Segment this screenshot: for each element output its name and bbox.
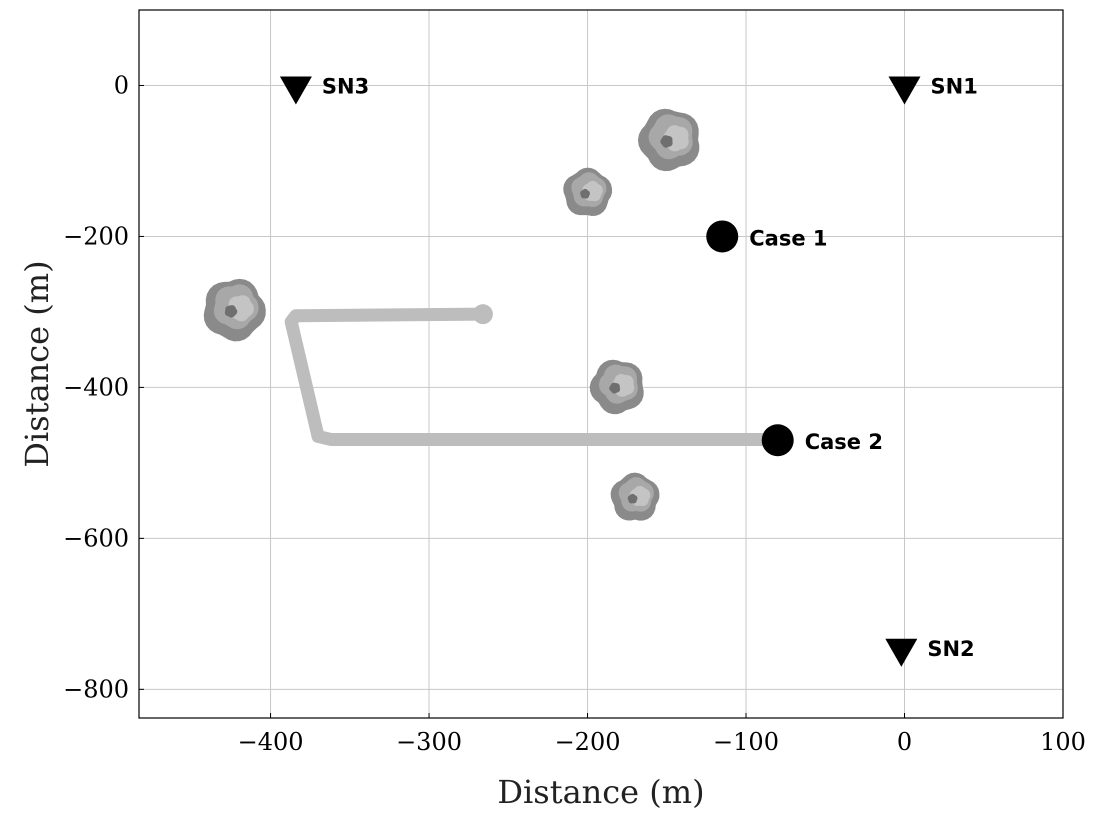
ticks: −400 −300 −200 −100 0 100 0 −200 −400 −600 −800 <box>63 71 1086 756</box>
case-point <box>761 424 794 457</box>
x-tick-label: −100 <box>713 728 779 756</box>
x-tick-label: 0 <box>897 728 912 756</box>
sensor-node-label: SN1 <box>931 74 978 98</box>
sensor-node-label: SN3 <box>322 74 369 98</box>
markers: SN1 SN2 SN3 Case 1 Case 2 <box>279 74 978 667</box>
sensor-node-label: SN2 <box>927 637 974 661</box>
tree-foliage <box>580 188 590 199</box>
tree-foliage <box>660 135 673 148</box>
trajectory-path <box>284 304 785 446</box>
tree-icon <box>203 278 266 342</box>
trajectory-start-dot <box>472 304 493 325</box>
y-tick-label: −600 <box>63 524 129 552</box>
x-axis-label: Distance (m) <box>497 773 704 811</box>
tree-icon <box>610 472 660 521</box>
trajectory-line <box>284 307 785 446</box>
y-tick-label: −200 <box>63 222 129 250</box>
y-tick-label: −400 <box>63 373 129 401</box>
y-tick-label: 0 <box>114 71 129 99</box>
x-tick-label: −400 <box>238 728 304 756</box>
sensor-node-triangle-icon <box>279 76 312 105</box>
sensor-node-triangle-icon <box>888 76 921 105</box>
tree-foliage <box>224 305 238 318</box>
tree-foliage <box>609 382 621 394</box>
x-tick-label: −300 <box>396 728 462 756</box>
case-label: Case 1 <box>749 226 827 250</box>
x-tick-label: −200 <box>555 728 621 756</box>
tree-icon <box>637 108 700 172</box>
x-tick-label: 100 <box>1040 728 1086 756</box>
trees <box>203 108 700 521</box>
tree-icon <box>563 167 613 217</box>
case-point <box>706 220 739 253</box>
case-label: Case 2 <box>805 430 883 454</box>
grid <box>139 10 1064 718</box>
y-tick-label: −800 <box>63 675 129 703</box>
sensor-node-triangle-icon <box>885 638 918 667</box>
y-axis-label: Distance (m) <box>18 260 56 467</box>
tree-icon <box>589 359 644 415</box>
plot-frame <box>138 9 1064 719</box>
tree-foliage <box>627 493 638 504</box>
